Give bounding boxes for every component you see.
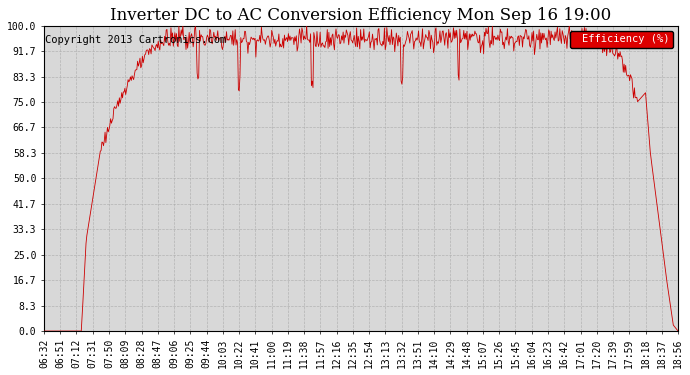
Text: Copyright 2013 Cartronics.com: Copyright 2013 Cartronics.com bbox=[46, 34, 226, 45]
Legend: Efficiency (%): Efficiency (%) bbox=[570, 31, 673, 48]
Title: Inverter DC to AC Conversion Efficiency Mon Sep 16 19:00: Inverter DC to AC Conversion Efficiency … bbox=[110, 7, 611, 24]
